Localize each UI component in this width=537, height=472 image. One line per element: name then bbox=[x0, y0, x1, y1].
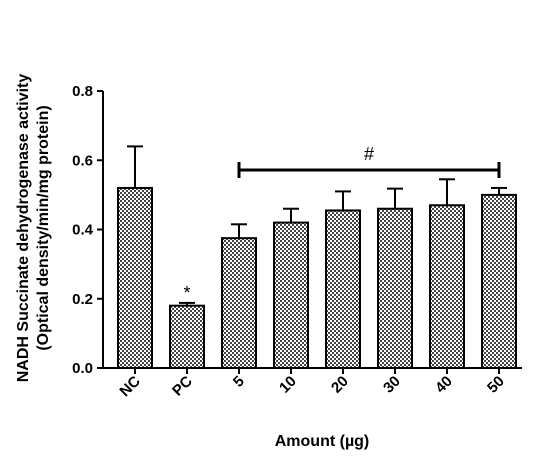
significance-star: * bbox=[183, 283, 190, 303]
y-axis-title-line2: (Optical density/min/mg protein) bbox=[35, 105, 52, 350]
x-tick-label: 30 bbox=[380, 373, 404, 397]
bars-group bbox=[117, 186, 517, 369]
y-tick-label: 0.4 bbox=[72, 222, 94, 239]
x-tick-label: 50 bbox=[484, 373, 508, 397]
bar-PC bbox=[169, 304, 205, 369]
bar-10 bbox=[273, 221, 309, 369]
bar-40 bbox=[429, 204, 465, 369]
y-tick-label: 0.6 bbox=[72, 152, 93, 169]
bar-50 bbox=[481, 193, 517, 369]
y-tick-label: 0.2 bbox=[72, 291, 93, 308]
y-axis-title-line1: NADH Succinate dehydrogenase activity bbox=[15, 74, 32, 383]
x-tick-label: 40 bbox=[432, 373, 456, 397]
bar-20 bbox=[325, 209, 361, 369]
x-tick-label: 20 bbox=[328, 373, 352, 397]
x-ticks-group: NC PC 5 10 20 30 40 50 bbox=[116, 368, 508, 400]
bar-NC bbox=[117, 186, 153, 369]
x-tick-label: NC bbox=[116, 373, 143, 400]
y-tick-label: 0.8 bbox=[72, 83, 93, 100]
significance-hash: # bbox=[364, 144, 374, 164]
x-tick-label: 10 bbox=[276, 373, 300, 397]
x-axis-title: Amount (µg) bbox=[275, 433, 370, 450]
bar-30 bbox=[377, 207, 413, 369]
x-tick-label: 5 bbox=[230, 373, 248, 391]
error-bars-group bbox=[127, 145, 507, 306]
annotations-group: *# bbox=[183, 144, 501, 303]
y-ticks-group: 0.0 0.2 0.4 0.6 0.8 bbox=[72, 83, 103, 377]
bar-5 bbox=[221, 237, 257, 369]
x-tick-label: PC bbox=[169, 373, 196, 400]
y-tick-label: 0.0 bbox=[72, 360, 93, 377]
